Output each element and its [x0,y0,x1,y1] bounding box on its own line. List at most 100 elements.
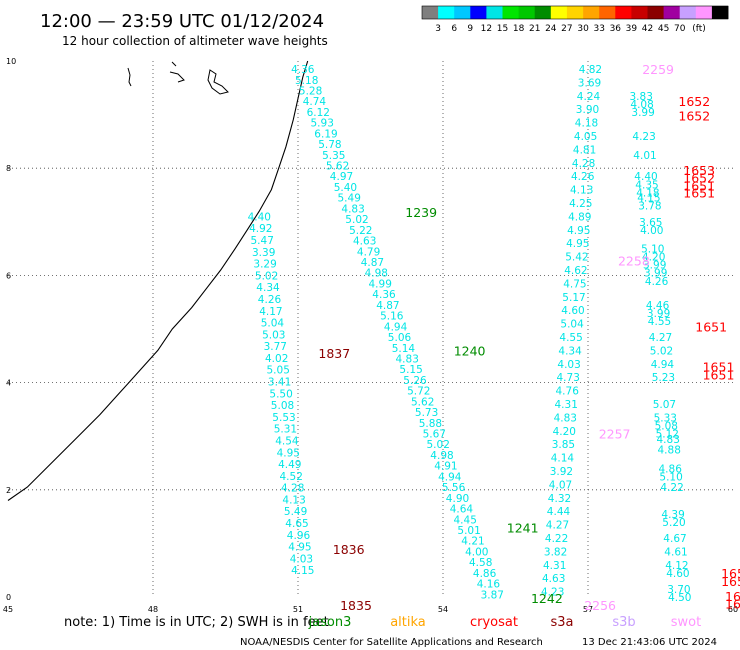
wave-height-point: 4.27 [546,520,569,532]
y-tick-label: 2 [6,486,11,495]
island-outline [127,67,132,87]
colorbar-swatch [550,6,568,19]
wave-height-point: 4.94 [438,471,462,483]
wave-height-point: 5.10 [641,244,664,256]
wave-height-point: 3.99 [631,107,654,119]
colorbar-swatch [583,6,600,19]
wave-height-point: 4.92 [249,223,272,235]
wave-height-point: 5.10 [659,471,682,483]
footer-timestamp: 13 Dec 21:43:06 UTC 2024 [582,637,717,648]
wave-height-point: 4.23 [541,587,564,599]
wave-height-point: 5.31 [274,424,297,436]
pass-time-label: 1240 [454,343,486,358]
colorbar-swatch [647,6,664,19]
wave-height-point: 4.24 [577,91,601,103]
wave-height-point: 3.77 [264,341,287,353]
wave-height-point: 4.90 [446,493,469,505]
colorbar-label: 36 [610,24,622,34]
wave-height-point: 3.78 [638,201,661,213]
wave-height-point: 4.95 [277,447,300,459]
wave-height-point: 6.19 [314,128,337,140]
wave-height-point: 4.75 [563,278,586,290]
y-tick-label: 6 [6,271,11,280]
colorbar-label: 45 [658,24,669,34]
wave-height-point: 3.41 [268,377,291,389]
wave-height-point: 5.73 [415,407,438,419]
x-tick-label: 54 [438,605,448,614]
colorbar-label: 18 [513,24,525,34]
colorbar-label: 42 [642,24,653,34]
wave-height-point: 4.31 [543,560,566,572]
satellite-legend-s3b: s3b [612,615,635,630]
colorbar-label: 39 [626,24,638,34]
wave-height-point: 4.22 [660,482,683,494]
colorbar-label: 27 [561,24,572,34]
wave-height-point: 4.13 [570,185,593,197]
wave-height-point: 4.87 [361,257,384,269]
colorbar-swatch [663,6,681,19]
wave-height-point: 4.83 [396,354,419,366]
wave-height-point: 4.49 [278,459,301,471]
wave-height-point: 4.73 [557,372,580,384]
wave-height-point: 4.28 [572,158,595,170]
wave-height-point: 4.44 [547,506,571,518]
wave-height-point: 4.86 [659,463,683,475]
colorbar-swatch [518,6,536,19]
color-scale-legend: 3 6 9 12 15 18 21 24 27 30 33 36 39 42 45 70 (ft) [421,5,729,34]
pass-time-label: 1239 [405,205,437,220]
satellite-legend-altika: altika [390,615,426,630]
wave-height-point: 4.99 [369,278,392,290]
wave-height-point: 4.45 [454,514,477,526]
wave-height-point: 4.64 [450,504,474,516]
footer-note: note: 1) Time is in UTC; 2) SWH is in fe… [64,615,329,630]
wave-height-point: 4.15 [291,565,314,577]
wave-height-point: 4.60 [666,568,689,580]
gridlines [8,61,733,597]
wave-height-point: 4.18 [575,118,598,130]
wave-height-point: 5.49 [338,193,361,205]
wave-height-point: 4.35 [635,179,658,191]
y-axis-ticks: 0 2 4 6 8 10 [6,57,16,602]
wave-height-point: 4.95 [566,238,589,250]
wave-height-point: 5.26 [403,375,427,387]
wave-height-point: 5.62 [326,161,349,173]
wave-height-point: 4.58 [469,557,492,569]
wave-height-points: 4.365.185.284.746.125.936.195.785.355.62… [248,64,692,604]
wave-height-point: 4.63 [353,236,376,248]
colorbar-swatch [486,6,503,19]
wave-height-point: 5.67 [423,429,446,441]
wave-height-point: 4.40 [248,211,271,223]
wave-height-point: 5.35 [322,150,345,162]
wave-height-point: 5.17 [562,292,585,304]
wave-height-point: 4.89 [568,211,591,223]
colorbar-label: 15 [497,24,508,34]
pass-time-labels: 2259165216521653165216511651123922581651… [318,62,740,613]
wave-height-point: 3.85 [552,439,575,451]
y-tick-label: 8 [6,164,11,173]
pass-time-label: 1652 [683,170,715,185]
wave-height-point: 3.69 [578,77,601,89]
wave-height-point: 4.12 [665,560,688,572]
wave-height-point: 4.83 [657,434,680,446]
pass-time-label: 2257 [599,427,631,442]
colorbar-swatch [679,6,697,19]
wave-height-point: 4.83 [341,203,364,215]
colorbar-label: 9 [467,24,473,34]
wave-height-point: 4.22 [545,533,568,545]
colorbar-swatch [599,6,616,19]
satellite-legend: jason3 altika cryosat s3a s3b swot [308,615,702,630]
colorbar-label: 70 [674,24,686,34]
colorbar-swatch [422,6,439,19]
wave-height-point: 4.23 [632,131,655,143]
wave-height-point: 3.87 [481,589,504,601]
pass-time-label: 1652 [678,94,710,109]
wave-height-point: 5.42 [565,252,588,264]
colorbar-label: 33 [593,24,604,34]
satellite-legend-jason3: jason3 [308,615,352,630]
colorbar-swatch [711,6,729,19]
wave-height-point: 4.03 [557,359,580,371]
wave-height-point: 3.83 [630,91,653,103]
wave-height-point: 4.98 [365,268,388,280]
wave-height-point: 4.05 [574,131,597,143]
wave-height-point: 3.65 [639,217,662,229]
